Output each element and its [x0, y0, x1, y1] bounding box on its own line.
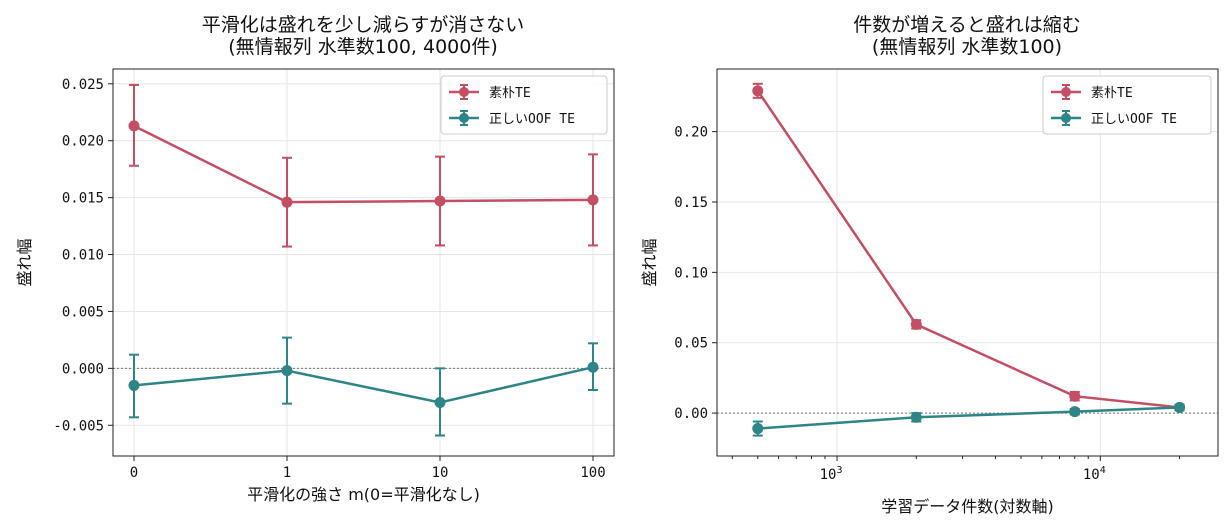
y-tick-label: 0.010: [62, 248, 104, 264]
chart-title: 平滑化は盛れを少し減らすが消さない: [202, 14, 525, 36]
plot-frame: [112, 68, 615, 457]
x-tick-label: 103: [820, 465, 843, 483]
series-line: [757, 406, 1180, 430]
legend-label: 正しいOOF TE: [1091, 112, 1177, 127]
y-tick-label: 0.000: [62, 361, 104, 377]
legend-swatch-marker: [1061, 113, 1071, 123]
x-tick-label: 0: [130, 465, 138, 481]
chart-title: 件数が増えると盛れは縮む: [853, 14, 1080, 36]
data-point: [1069, 406, 1081, 418]
y-tick-label: 0.10: [674, 265, 708, 281]
series-line: [133, 365, 594, 404]
series-0: [128, 83, 599, 248]
data-point: [910, 411, 922, 423]
y-axis-label: 盛れ幅: [640, 238, 659, 286]
data-point: [1174, 401, 1186, 413]
y-tick-label: 0.015: [62, 191, 104, 207]
legend-label: 素朴TE: [1091, 86, 1133, 101]
legend-box: [440, 75, 608, 135]
data-point: [128, 379, 140, 391]
legend-label: 正しいOOF TE: [489, 112, 575, 127]
x-axis-label: 平滑化の強さ m(0=平滑化なし): [247, 485, 480, 504]
y-tick-label: 0.20: [674, 125, 708, 141]
y-tick-label: 0.020: [62, 134, 104, 150]
y-tick-label: 0.025: [62, 77, 104, 93]
data-point: [1069, 390, 1081, 402]
legend-swatch-marker: [459, 113, 469, 123]
data-point: [128, 120, 140, 132]
data-point: [587, 194, 599, 206]
data-point: [281, 365, 293, 377]
chart-subtitle: (無情報列 水準数100, 4000件): [228, 36, 498, 58]
data-point: [752, 85, 764, 97]
y-tick-label: 0.15: [674, 195, 708, 211]
y-tick-label: 0.05: [674, 336, 708, 352]
data-point: [281, 196, 293, 208]
data-point: [587, 361, 599, 373]
legend-swatch-marker: [1061, 87, 1071, 97]
data-point: [752, 423, 764, 435]
legend-label: 素朴TE: [489, 86, 531, 101]
y-tick-label: -0.005: [53, 418, 104, 434]
chart-subtitle: (無情報列 水準数100): [872, 36, 1062, 58]
y-axis-label: 盛れ幅: [15, 238, 34, 286]
series-line: [133, 124, 594, 204]
x-tick-label: 104: [1083, 465, 1106, 483]
data-point: [434, 195, 446, 207]
series-1: [752, 401, 1186, 437]
legend-swatch-marker: [459, 87, 469, 97]
y-tick-label: 0.005: [62, 304, 104, 320]
data-point: [910, 318, 922, 330]
x-tick-label: 100: [580, 465, 605, 481]
x-axis-label: 学習データ件数(対数軸): [881, 497, 1054, 516]
legend: 素朴TE 正しいOOF TE: [1042, 75, 1212, 135]
series-line: [756, 90, 1180, 409]
series-1: [128, 336, 599, 437]
y-tick-label: 0.00: [674, 406, 708, 422]
legend-box: [1042, 75, 1212, 135]
data-point: [434, 397, 446, 409]
x-tick-label: 1: [283, 465, 291, 481]
legend: 素朴TE 正しいOOF TE: [440, 75, 608, 135]
plot-frame: [716, 68, 1219, 457]
x-tick-label: 10: [432, 465, 449, 481]
